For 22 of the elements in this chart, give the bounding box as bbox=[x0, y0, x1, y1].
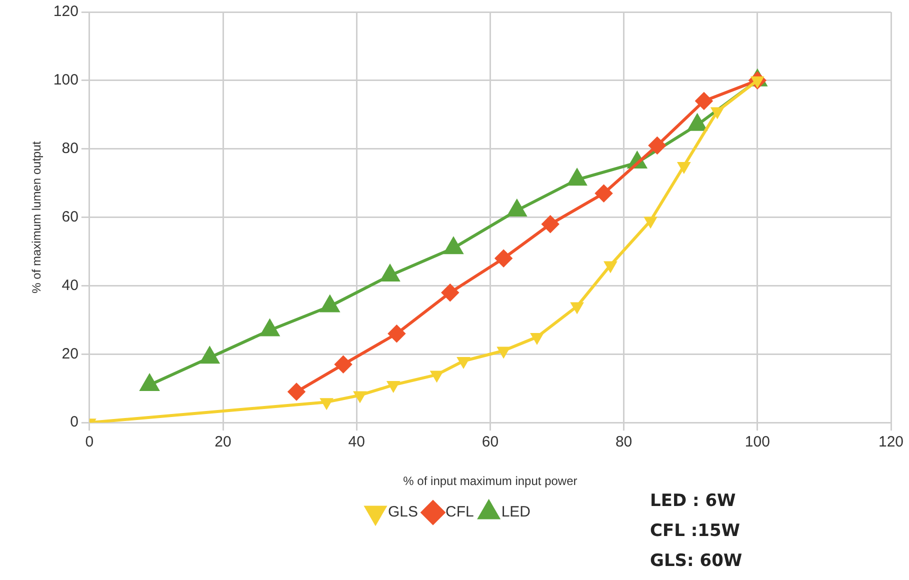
y-tick-label: 0 bbox=[70, 414, 78, 431]
legend-label: LED bbox=[501, 504, 531, 521]
y-tick-label: 60 bbox=[62, 208, 78, 226]
x-tick-label: 0 bbox=[85, 434, 94, 451]
text: CFL :15W bbox=[650, 520, 742, 543]
y-axis-title: % of maximum lumen output bbox=[30, 140, 44, 294]
x-tick-label: 120 bbox=[878, 434, 904, 451]
y-tick-label: 100 bbox=[53, 72, 78, 89]
y-tick-label: 120 bbox=[53, 3, 78, 20]
y-tick-label: 80 bbox=[62, 140, 78, 158]
x-tick-label: 80 bbox=[615, 434, 632, 451]
y-tick-label: 20 bbox=[62, 345, 78, 362]
x-tick-label: 100 bbox=[744, 434, 770, 451]
text: LED : 6W bbox=[650, 490, 737, 513]
legend-label: CFL bbox=[446, 504, 474, 521]
x-axis-title: % of input maximum input power bbox=[403, 474, 578, 488]
y-tick-label: 40 bbox=[62, 276, 78, 294]
text: GLS: 60W bbox=[650, 550, 742, 573]
x-tick-label: 60 bbox=[482, 434, 499, 451]
legend-label: GLS bbox=[388, 504, 418, 521]
x-tick-label: 40 bbox=[348, 434, 365, 451]
x-tick-label: 20 bbox=[214, 434, 232, 451]
